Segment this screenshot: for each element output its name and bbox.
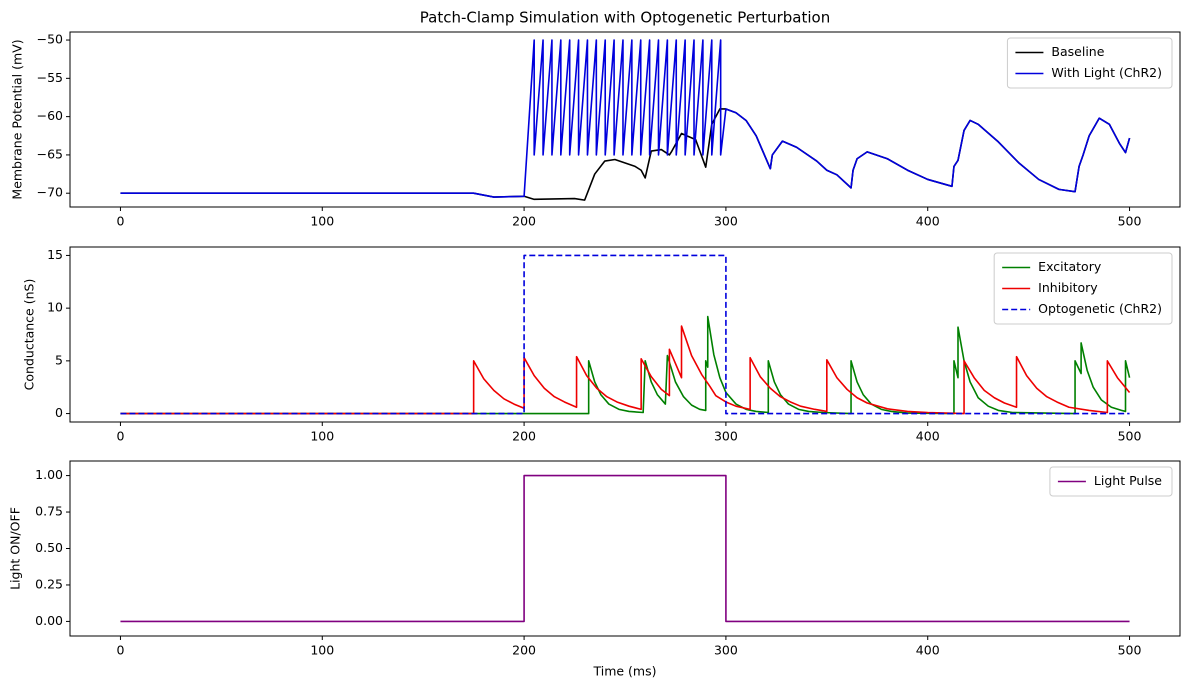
x-tick-label: 0 (116, 429, 124, 444)
plot-area (120, 254, 1131, 415)
x-tick-label: 500 (1118, 429, 1142, 444)
legend-label: Baseline (1051, 44, 1104, 59)
legend-label: Optogenetic (ChR2) (1038, 301, 1162, 316)
y-tick-label: 0.00 (35, 613, 63, 628)
x-tick-label: 500 (1118, 643, 1142, 658)
y-tick-label: −70 (37, 185, 63, 200)
x-tick-label: 400 (916, 429, 940, 444)
x-tick-label: 200 (512, 214, 536, 229)
legend-box (1049, 466, 1173, 497)
legend-label: Inhibitory (1038, 280, 1098, 295)
y-axis-label: Membrane Potential (mV) (10, 39, 25, 199)
plot-area (120, 39, 1131, 201)
axes-frame (69, 31, 1181, 208)
x-tick-label: 300 (714, 643, 738, 658)
y-tick-label: −50 (37, 32, 63, 47)
plot-area (120, 474, 1130, 623)
series-line (120, 474, 1130, 623)
series-line (120, 315, 1131, 415)
series-line (120, 39, 1131, 198)
y-axis-label: Conductance (nS) (22, 279, 37, 391)
legend: Light Pulse (1049, 466, 1173, 497)
x-axis-label: Time (ms) (592, 664, 656, 679)
x-tick-label: 200 (512, 643, 536, 658)
y-tick-label: −65 (37, 146, 63, 161)
x-tick-label: 100 (310, 214, 334, 229)
axes-frame (69, 460, 1181, 637)
legend: Excitatory Inhibitory Optogenetic (ChR2) (993, 252, 1173, 325)
y-tick-label: −60 (37, 108, 63, 123)
y-axis-label: Light ON/OFF (8, 507, 23, 590)
y-tick-label: 0.50 (35, 540, 63, 555)
x-tick-label: 500 (1118, 214, 1142, 229)
series-line (120, 254, 1130, 415)
legend-label: With Light (ChR2) (1051, 65, 1162, 80)
axes-frame (69, 246, 1181, 423)
x-tick-label: 300 (714, 429, 738, 444)
y-tick-label: 1.00 (35, 467, 63, 482)
x-tick-label: 200 (512, 429, 536, 444)
y-tick-label: 10 (47, 300, 63, 315)
y-tick-label: 0.75 (35, 504, 63, 519)
legend: Baseline With Light (ChR2) (1006, 37, 1173, 89)
legend-box (1006, 37, 1173, 89)
x-tick-label: 0 (116, 643, 124, 658)
x-tick-label: 400 (916, 214, 940, 229)
x-tick-label: 300 (714, 214, 738, 229)
x-tick-label: 400 (916, 643, 940, 658)
x-tick-label: 100 (310, 429, 334, 444)
x-tick-label: 0 (116, 214, 124, 229)
y-tick-label: −55 (37, 70, 63, 85)
y-tick-label: 0.25 (35, 576, 63, 591)
series-line (120, 325, 1131, 415)
y-tick-label: 5 (55, 352, 63, 367)
legend-label: Excitatory (1038, 259, 1102, 274)
legend-box (993, 252, 1173, 325)
y-tick-label: 15 (47, 247, 63, 262)
legend-label: Light Pulse (1094, 473, 1162, 488)
x-tick-label: 100 (310, 643, 334, 658)
y-tick-label: 0 (55, 405, 63, 420)
chart-title: Patch-Clamp Simulation with Optogenetic … (420, 9, 830, 27)
